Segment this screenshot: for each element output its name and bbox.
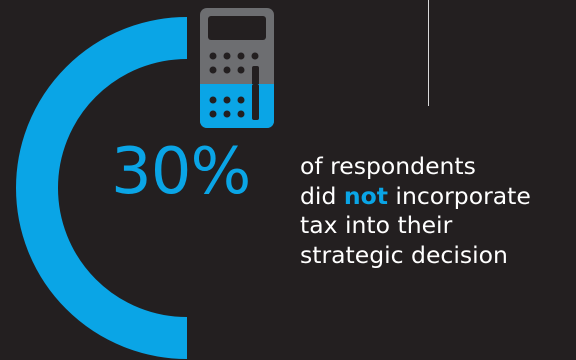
calculator-icon xyxy=(200,8,274,128)
statement-line-2-start: did xyxy=(300,181,344,210)
stat-percentage: 30% xyxy=(111,135,251,209)
statement-line-2-end: incorporate xyxy=(387,181,531,210)
stat-statement: of respondents did not incorporate tax i… xyxy=(300,152,572,270)
statement-emphasis: not xyxy=(343,181,388,210)
statement-line-2: did not incorporate xyxy=(300,182,572,212)
percent-ring-arc xyxy=(16,17,188,359)
statement-line-4: strategic decision xyxy=(300,240,508,269)
statement-line-3: tax into their xyxy=(300,211,453,240)
statement-line-1: of respondents xyxy=(300,152,476,180)
vertical-divider xyxy=(428,0,429,106)
